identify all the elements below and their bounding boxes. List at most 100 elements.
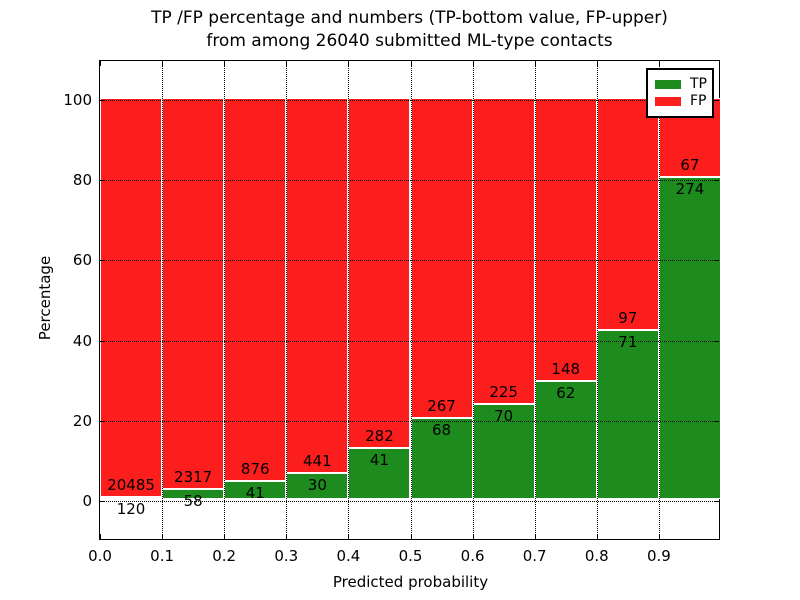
y-tick-mark: [100, 100, 105, 101]
vertical-gridline: [410, 61, 412, 539]
x-tick-mark: [658, 61, 660, 66]
y-tick-label: 60: [72, 251, 92, 270]
fp-count-label: 225: [489, 382, 518, 401]
bar-segment-fp: [410, 98, 473, 418]
x-tick-mark: [348, 61, 350, 66]
fp-count-label: 97: [618, 308, 638, 327]
x-tick-mark: [534, 61, 536, 66]
y-tick-label: 0: [82, 492, 92, 510]
y-tick-mark: [714, 501, 719, 502]
y-tick-mark: [100, 501, 105, 502]
bar-segment-tp: [472, 403, 535, 499]
fp-count-label: 282: [365, 427, 394, 446]
legend: TP FP: [646, 68, 714, 118]
x-tick-label: 0.0: [88, 547, 112, 565]
x-tick-mark: [472, 61, 474, 66]
bar-segment-tp: [286, 473, 349, 499]
fp-count-label: 876: [240, 460, 270, 479]
x-tick-mark: [286, 534, 288, 539]
x-axis-label: Predicted probability: [332, 573, 489, 591]
legend-swatch: [655, 80, 681, 89]
vertical-gridline: [472, 61, 474, 539]
x-tick-label: 0.4: [336, 547, 361, 565]
y-tick-mark: [100, 180, 105, 182]
tp-count-label: 62: [556, 383, 576, 402]
y-tick-label: 40: [72, 331, 92, 350]
x-tick-mark: [224, 61, 226, 66]
bar-segment-fp: [224, 98, 287, 482]
fp-count-label: 20485: [107, 475, 155, 494]
y-tick-mark: [100, 420, 105, 422]
fp-count-label: 267: [427, 396, 456, 415]
vertical-gridline: [534, 61, 536, 539]
x-tick-mark: [100, 61, 101, 66]
y-tick-mark: [100, 260, 105, 262]
x-tick-mark: [410, 534, 412, 539]
fp-count-label: 67: [680, 155, 700, 174]
bar-segment-fp: [596, 98, 659, 330]
x-tick-mark: [410, 61, 412, 66]
tp-count-label: 70: [494, 406, 514, 425]
x-tick-label: 0.5: [398, 547, 423, 565]
bar-segment-fp: [100, 98, 163, 497]
horizontal-gridline: [100, 340, 719, 342]
chart-title-line2: from among 26040 submitted ML-type conta…: [206, 31, 613, 51]
vertical-gridline: [162, 61, 164, 539]
bar-segment-tp: [658, 176, 721, 499]
horizontal-gridline: [100, 420, 719, 422]
x-tick-label: 0.7: [522, 547, 547, 565]
x-tick-label: 0.6: [460, 547, 485, 565]
vertical-gridline: [286, 61, 288, 539]
vertical-gridline: [596, 61, 598, 539]
x-tick-mark: [100, 534, 101, 539]
y-tick-mark: [100, 340, 105, 342]
horizontal-gridline: [100, 100, 719, 101]
fp-count-label: 148: [551, 359, 581, 378]
vertical-gridline: [348, 61, 350, 539]
x-tick-mark: [534, 534, 536, 539]
bar-segment-tp: [410, 417, 473, 499]
bar-segment-fp: [472, 98, 535, 404]
x-tick-label: 0.3: [274, 547, 299, 565]
horizontal-gridline: [100, 260, 719, 262]
legend-item: TP: [655, 76, 707, 92]
x-tick-mark: [596, 61, 598, 66]
chart-title-line1: TP /FP percentage and numbers (TP-bottom…: [151, 8, 668, 28]
legend-label: TP: [690, 76, 707, 92]
bar-segment-fp: [348, 98, 411, 449]
chart-title: TP /FP percentage and numbers (TP-bottom…: [99, 7, 720, 53]
x-tick-mark: [162, 61, 164, 66]
bar-segment-fp: [534, 98, 597, 381]
bar-segment-fp: [286, 98, 349, 474]
bar-segment-tp: [534, 380, 597, 499]
x-tick-label: 0.8: [584, 547, 609, 565]
tp-count-label: 41: [245, 484, 265, 503]
legend-swatch: [655, 97, 681, 106]
x-tick-mark: [286, 61, 288, 66]
legend-item: FP: [655, 94, 707, 109]
bar-segment-fp: [162, 98, 225, 490]
tp-count-label: 274: [675, 179, 705, 198]
tp-count-label: 71: [618, 332, 638, 351]
x-tick-label: 0.9: [646, 547, 671, 565]
y-tick-label: 80: [72, 171, 92, 190]
bar-segment-tp: [348, 448, 411, 499]
vertical-gridline: [224, 61, 226, 539]
x-tick-mark: [472, 534, 474, 539]
y-tick-mark: [714, 100, 719, 101]
y-tick-mark: [714, 340, 719, 342]
y-tick-mark: [714, 420, 719, 422]
y-tick-mark: [714, 180, 719, 182]
x-tick-label: 0.1: [150, 547, 175, 565]
tp-count-label: 68: [432, 420, 452, 439]
x-tick-label: 0.2: [212, 547, 237, 565]
fp-count-label: 2317: [174, 468, 213, 487]
x-tick-mark: [162, 534, 164, 539]
x-tick-mark: [658, 534, 660, 539]
tp-count-label: 120: [116, 499, 146, 518]
tp-count-label: 30: [307, 476, 327, 495]
bar-segment-tp: [596, 329, 659, 499]
y-tick-label: 100: [63, 91, 92, 109]
y-tick-mark: [714, 260, 719, 262]
